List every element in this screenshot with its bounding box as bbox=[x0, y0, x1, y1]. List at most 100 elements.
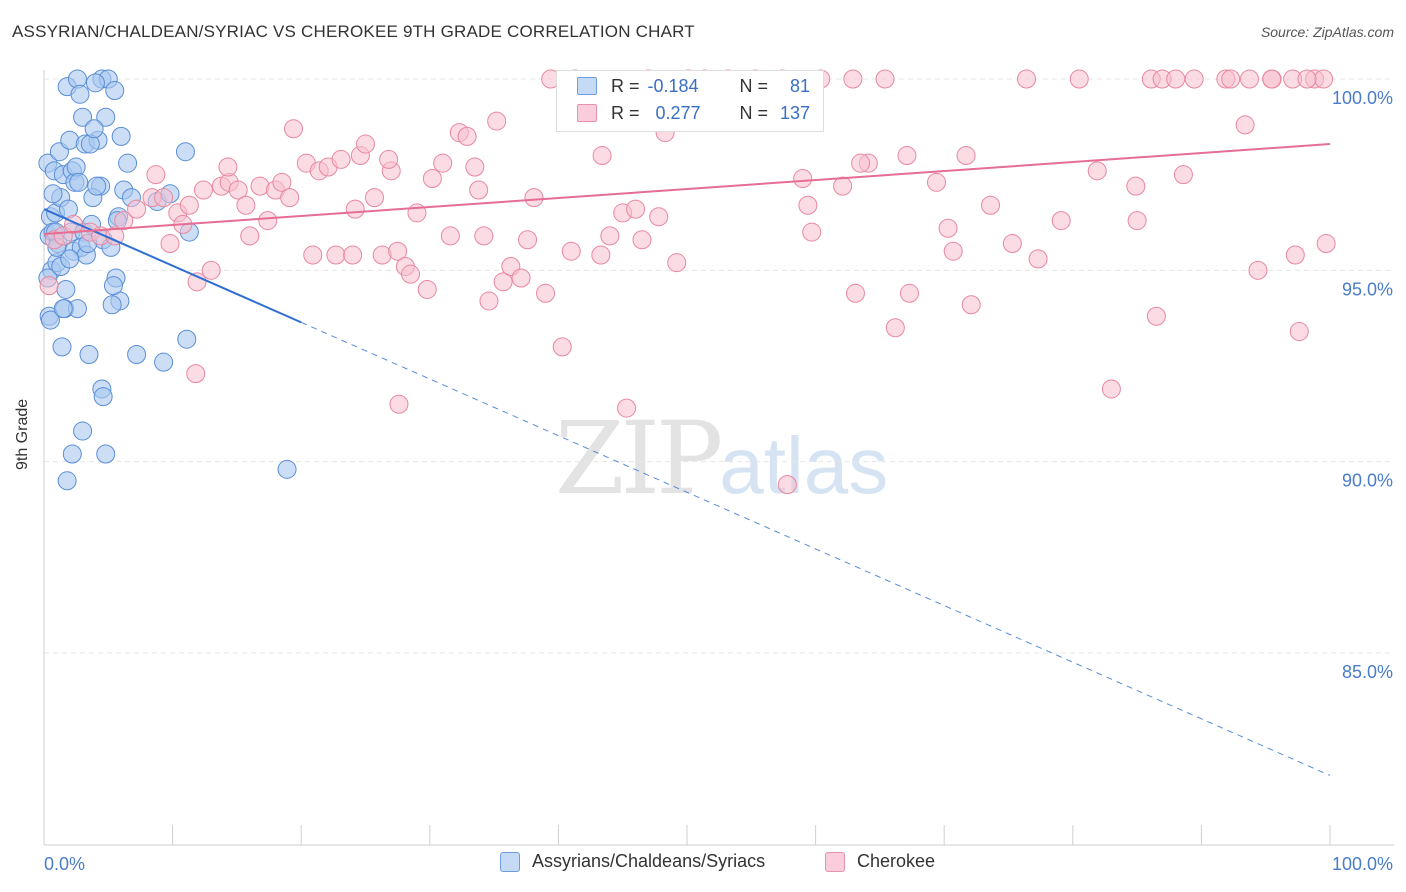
data-point-cherokee[interactable] bbox=[626, 199, 646, 219]
data-point-cherokee[interactable] bbox=[193, 180, 213, 200]
data-point-cherokee[interactable] bbox=[885, 318, 905, 338]
data-point-cherokee[interactable] bbox=[326, 245, 346, 265]
data-point-cherokee[interactable] bbox=[1101, 379, 1121, 399]
data-point-cherokee[interactable] bbox=[187, 272, 207, 292]
data-point-assyrians[interactable] bbox=[175, 142, 195, 162]
data-point-cherokee[interactable] bbox=[303, 245, 323, 265]
data-point-assyrians[interactable] bbox=[70, 84, 90, 104]
data-point-cherokee[interactable] bbox=[457, 126, 477, 146]
data-point-cherokee[interactable] bbox=[1239, 69, 1259, 89]
data-point-cherokee[interactable] bbox=[1316, 234, 1336, 254]
data-point-cherokee[interactable] bbox=[479, 291, 499, 311]
data-point-assyrians[interactable] bbox=[79, 345, 99, 365]
data-point-cherokee[interactable] bbox=[961, 295, 981, 315]
data-point-cherokee[interactable] bbox=[617, 398, 637, 418]
data-point-cherokee[interactable] bbox=[552, 337, 572, 357]
data-point-cherokee[interactable] bbox=[1166, 69, 1186, 89]
data-point-cherokee[interactable] bbox=[1235, 115, 1255, 135]
data-point-cherokee[interactable] bbox=[1285, 245, 1305, 265]
data-point-cherokee[interactable] bbox=[851, 153, 871, 173]
data-point-assyrians[interactable] bbox=[96, 107, 116, 127]
data-point-cherokee[interactable] bbox=[1184, 69, 1204, 89]
data-point-cherokee[interactable] bbox=[536, 283, 556, 303]
data-point-cherokee[interactable] bbox=[833, 176, 853, 196]
data-point-cherokee[interactable] bbox=[777, 475, 797, 495]
data-point-cherokee[interactable] bbox=[1002, 234, 1022, 254]
data-point-cherokee[interactable] bbox=[793, 168, 813, 188]
data-point-cherokee[interactable] bbox=[422, 168, 442, 188]
data-point-cherokee[interactable] bbox=[1051, 211, 1071, 231]
data-point-assyrians[interactable] bbox=[40, 310, 60, 330]
data-point-cherokee[interactable] bbox=[980, 195, 1000, 215]
data-point-assyrians[interactable] bbox=[105, 80, 125, 100]
data-point-cherokee[interactable] bbox=[114, 211, 134, 231]
data-point-cherokee[interactable] bbox=[127, 199, 147, 219]
data-point-cherokee[interactable] bbox=[240, 226, 260, 246]
data-point-assyrians[interactable] bbox=[93, 387, 113, 407]
data-point-cherokee[interactable] bbox=[802, 222, 822, 242]
data-point-assyrians[interactable] bbox=[62, 444, 82, 464]
data-point-assyrians[interactable] bbox=[154, 352, 174, 372]
data-point-assyrians[interactable] bbox=[102, 295, 122, 315]
data-point-assyrians[interactable] bbox=[111, 126, 131, 146]
data-point-assyrians[interactable] bbox=[73, 421, 93, 441]
data-point-assyrians[interactable] bbox=[177, 329, 197, 349]
data-point-assyrians[interactable] bbox=[87, 176, 107, 196]
data-point-cherokee[interactable] bbox=[179, 195, 199, 215]
data-point-assyrians[interactable] bbox=[277, 459, 297, 479]
data-point-cherokee[interactable] bbox=[440, 226, 460, 246]
data-point-cherokee[interactable] bbox=[146, 165, 166, 185]
data-point-cherokee[interactable] bbox=[1146, 306, 1166, 326]
data-point-cherokee[interactable] bbox=[600, 226, 620, 246]
legend-item-cherokee[interactable]: Cherokee bbox=[825, 851, 935, 872]
data-point-cherokee[interactable] bbox=[511, 268, 531, 288]
data-point-cherokee[interactable] bbox=[591, 245, 611, 265]
data-point-cherokee[interactable] bbox=[331, 149, 351, 169]
data-point-cherokee[interactable] bbox=[518, 230, 538, 250]
data-point-cherokee[interactable] bbox=[487, 111, 507, 131]
data-point-cherokee[interactable] bbox=[1289, 322, 1309, 342]
data-point-assyrians[interactable] bbox=[69, 172, 89, 192]
data-point-cherokee[interactable] bbox=[1297, 69, 1317, 89]
data-point-cherokee[interactable] bbox=[388, 241, 408, 261]
data-point-cherokee[interactable] bbox=[667, 253, 687, 273]
data-point-cherokee[interactable] bbox=[356, 134, 375, 154]
data-point-assyrians[interactable] bbox=[118, 153, 138, 173]
data-point-cherokee[interactable] bbox=[493, 272, 513, 292]
data-point-cherokee[interactable] bbox=[956, 146, 976, 166]
data-point-cherokee[interactable] bbox=[154, 188, 174, 208]
data-point-cherokee[interactable] bbox=[1262, 69, 1282, 89]
data-point-assyrians[interactable] bbox=[127, 345, 147, 365]
data-point-cherokee[interactable] bbox=[280, 188, 300, 208]
data-point-assyrians[interactable] bbox=[57, 471, 77, 491]
data-point-cherokee[interactable] bbox=[524, 188, 544, 208]
data-point-assyrians[interactable] bbox=[56, 279, 76, 299]
data-point-cherokee[interactable] bbox=[1221, 69, 1241, 89]
data-point-cherokee[interactable] bbox=[649, 207, 669, 227]
data-point-cherokee[interactable] bbox=[160, 234, 180, 254]
data-point-cherokee[interactable] bbox=[1028, 249, 1048, 269]
data-point-cherokee[interactable] bbox=[875, 69, 895, 89]
data-point-assyrians[interactable] bbox=[103, 276, 123, 296]
data-point-cherokee[interactable] bbox=[272, 172, 292, 192]
data-point-cherokee[interactable] bbox=[1126, 176, 1146, 196]
data-point-cherokee[interactable] bbox=[1127, 211, 1147, 231]
data-point-cherokee[interactable] bbox=[1017, 69, 1037, 89]
data-point-cherokee[interactable] bbox=[258, 211, 278, 231]
data-point-cherokee[interactable] bbox=[401, 264, 421, 284]
data-point-assyrians[interactable] bbox=[43, 184, 63, 204]
data-point-assyrians[interactable] bbox=[96, 444, 116, 464]
data-point-cherokee[interactable] bbox=[228, 180, 248, 200]
data-point-assyrians[interactable] bbox=[84, 119, 104, 139]
data-point-cherokee[interactable] bbox=[943, 241, 963, 261]
data-point-cherokee[interactable] bbox=[561, 241, 581, 261]
data-point-cherokee[interactable] bbox=[389, 394, 409, 414]
data-point-cherokee[interactable] bbox=[39, 276, 59, 296]
data-point-cherokee[interactable] bbox=[938, 218, 958, 238]
data-point-assyrians[interactable] bbox=[60, 249, 80, 269]
data-point-assyrians[interactable] bbox=[52, 337, 72, 357]
data-point-assyrians[interactable] bbox=[53, 299, 73, 319]
data-point-cherokee[interactable] bbox=[1069, 69, 1089, 89]
data-point-cherokee[interactable] bbox=[417, 279, 437, 299]
data-point-cherokee[interactable] bbox=[926, 172, 946, 192]
